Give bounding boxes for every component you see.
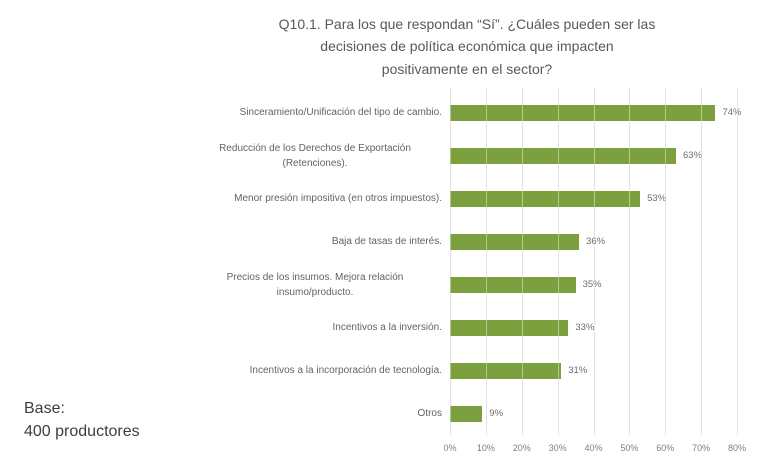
category-label: Otros <box>417 408 442 419</box>
category-label: Reducción de los Derechos de Exportación… <box>219 142 411 169</box>
gridline <box>629 88 631 435</box>
bar-row: Baja de tasas de interés. 36% <box>188 220 740 263</box>
gridline <box>450 88 451 435</box>
category-label: Incentivos a la incorporación de tecnolo… <box>249 365 442 376</box>
x-axis-tick-label: 60% <box>656 443 675 453</box>
x-axis-tick-label: 40% <box>584 443 603 453</box>
bar <box>450 190 641 207</box>
base-note-line: Base: <box>24 400 65 417</box>
category-label-cell: Incentivos a la inversión. <box>188 306 442 349</box>
bar <box>450 276 576 293</box>
bar <box>450 104 716 121</box>
bar-row: Sinceramiento/Unificación del tipo de ca… <box>188 91 741 134</box>
bar-wrap: 35% <box>450 263 602 306</box>
gridline <box>557 88 559 435</box>
x-axis-tick-label: 50% <box>620 443 639 453</box>
gridline <box>485 88 487 435</box>
x-axis-tick-label: 10% <box>476 443 495 453</box>
bar <box>450 147 676 164</box>
chart-title-line: positivamente en el sector? <box>381 60 553 77</box>
category-label-cell: Menor presión impositiva (en otros impue… <box>188 177 442 220</box>
chart-title-line: decisiones de política económica que imp… <box>320 38 614 55</box>
base-note: Base: 400 productores <box>24 398 140 443</box>
category-label: Sinceramiento/Unificación del tipo de ca… <box>239 107 442 118</box>
bar-row: Otros 9% <box>188 392 740 435</box>
category-label-cell: Reducción de los Derechos de Exportación… <box>188 134 442 177</box>
bar-wrap: 31% <box>450 349 587 392</box>
x-axis-tick-label: 30% <box>548 443 567 453</box>
bar <box>450 362 562 379</box>
chart-title-line: Q10.1. Para los que respondan “Sí”. ¿Cuá… <box>278 16 656 32</box>
category-label: Incentivos a la inversión. <box>332 322 442 333</box>
bar <box>450 319 569 336</box>
bar-wrap: 9% <box>450 392 503 435</box>
x-axis-tick-label: 80% <box>727 443 747 453</box>
category-label-cell: Otros <box>188 392 442 435</box>
value-label: 35% <box>582 279 602 290</box>
category-label-cell: Sinceramiento/Unificación del tipo de ca… <box>188 91 442 134</box>
gridline <box>593 88 595 435</box>
bar-row: Incentivos a la inversión. 33% <box>188 306 740 349</box>
category-label-cell: Incentivos a la incorporación de tecnolo… <box>188 349 442 392</box>
bar-wrap: 36% <box>450 220 605 263</box>
bar-wrap: 63% <box>450 134 702 177</box>
bar-wrap: 74% <box>450 91 741 134</box>
bar-row: Precios de los insumos. Mejora relación … <box>188 263 740 306</box>
base-note-line: 400 productores <box>24 422 140 440</box>
value-label: 53% <box>647 193 667 204</box>
bar-row: Menor presión impositiva (en otros impue… <box>188 177 740 220</box>
value-label: 9% <box>489 408 504 419</box>
gridline <box>521 88 523 435</box>
bar <box>450 405 483 422</box>
bar-chart: Sinceramiento/Unificación del tipo de ca… <box>188 88 746 456</box>
x-axis-tick-label: 0% <box>443 443 457 453</box>
x-axis-tick-label: 70% <box>692 443 711 453</box>
category-label: Baja de tasas de interés. <box>331 236 442 247</box>
category-label: Menor presión impositiva (en otros impue… <box>234 193 442 204</box>
value-label: 36% <box>586 236 606 247</box>
bar-wrap: 33% <box>450 306 594 349</box>
chart-title: Q10.1. Para los que respondan “Sí”. ¿Cuá… <box>207 13 727 80</box>
gridline <box>701 88 703 435</box>
bar <box>450 233 580 250</box>
value-label: 33% <box>575 322 595 333</box>
category-label-cell: Precios de los insumos. Mejora relación … <box>188 263 442 306</box>
category-label-cell: Baja de tasas de interés. <box>188 220 442 263</box>
gridline <box>665 88 667 435</box>
value-label: 31% <box>568 365 588 376</box>
category-label: Precios de los insumos. Mejora relación … <box>226 271 404 298</box>
bar-row: Reducción de los Derechos de Exportación… <box>188 134 740 177</box>
value-label: 74% <box>722 107 742 118</box>
value-label: 63% <box>683 150 703 161</box>
bar-row: Incentivos a la incorporación de tecnolo… <box>188 349 740 392</box>
bar-rows: Sinceramiento/Unificación del tipo de ca… <box>188 91 741 435</box>
x-axis-tick-label: 20% <box>512 443 531 453</box>
gridline <box>737 88 738 435</box>
bar-wrap: 53% <box>450 177 666 220</box>
